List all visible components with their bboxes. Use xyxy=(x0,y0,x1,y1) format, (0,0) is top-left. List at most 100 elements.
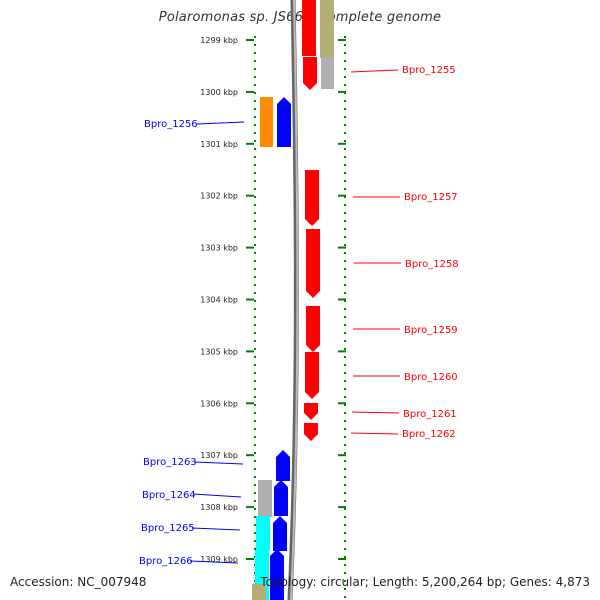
right-guide-dot xyxy=(344,532,346,534)
left-guide-dot xyxy=(254,108,256,110)
right-guide-dot xyxy=(344,260,346,262)
right-guide-dot xyxy=(344,516,346,518)
feature-block-cyan[interactable] xyxy=(256,516,270,551)
gene-leader-line xyxy=(196,121,245,125)
gene-arrow-bpro_1260[interactable] xyxy=(305,352,319,399)
left-guide-dot xyxy=(254,484,256,486)
right-guide-dot xyxy=(344,252,346,254)
left-guide-dot xyxy=(254,196,256,198)
gene-label-bpro_1257[interactable]: Bpro_1257 xyxy=(404,192,458,203)
right-guide-dot xyxy=(344,140,346,142)
right-guide-dot xyxy=(344,156,346,158)
feature-block-orange[interactable] xyxy=(260,97,273,147)
left-guide-dot xyxy=(254,68,256,70)
ruler-tick-label: 1302 kbp xyxy=(200,192,238,201)
right-guide-dot xyxy=(344,300,346,302)
right-guide-dot xyxy=(344,380,346,382)
left-guide-dot xyxy=(254,204,256,206)
gene-label-bpro_1263[interactable]: Bpro_1263 xyxy=(143,457,197,468)
gene-leader-line xyxy=(193,461,244,465)
left-guide-dot xyxy=(254,508,256,510)
left-guide-dot xyxy=(254,100,256,102)
gene-arrow-bpro_1266[interactable] xyxy=(270,549,284,600)
gene-arrow-bpro_1265[interactable] xyxy=(273,516,287,551)
left-guide-dot xyxy=(254,116,256,118)
left-guide-dot xyxy=(254,332,256,334)
left-guide-dot xyxy=(254,236,256,238)
feature-block-gray[interactable] xyxy=(321,57,334,89)
feature-block-khaki[interactable] xyxy=(320,0,334,58)
gene-arrow-bpro_1255[interactable] xyxy=(303,57,317,90)
gene-arrow-bpro_1263[interactable] xyxy=(276,450,290,481)
left-guide-dot xyxy=(254,180,256,182)
gene-label-bpro_1255[interactable]: Bpro_1255 xyxy=(402,65,456,76)
right-guide-dot xyxy=(344,444,346,446)
right-guide-dot xyxy=(344,148,346,150)
gene-arrow-bpro_1261[interactable] xyxy=(304,403,318,420)
gene-arrow-bpro_1262[interactable] xyxy=(304,423,318,441)
right-guide-dot xyxy=(344,100,346,102)
left-guide-dot xyxy=(254,348,256,350)
gene-arrow-bpro_1259[interactable] xyxy=(306,306,320,352)
left-guide-dot xyxy=(254,244,256,246)
right-guide-dot xyxy=(344,548,346,550)
right-guide-dot xyxy=(344,324,346,326)
right-guide-dot xyxy=(344,124,346,126)
right-guide-dot xyxy=(344,332,346,334)
gene-arrow-bpro_1257[interactable] xyxy=(305,170,319,226)
gene-label-bpro_1266[interactable]: Bpro_1266 xyxy=(139,556,193,567)
right-guide-dot xyxy=(344,172,346,174)
gene-label-bpro_1259[interactable]: Bpro_1259 xyxy=(404,325,458,336)
right-guide-dot xyxy=(344,364,346,366)
right-guide-dot xyxy=(344,76,346,78)
gene-leader-line xyxy=(350,432,399,435)
right-guide-dot xyxy=(344,204,346,206)
left-guide-dot xyxy=(254,516,256,518)
right-guide-dot xyxy=(344,588,346,590)
topology-info: Topology: circular; Length: 5,200,264 bp… xyxy=(260,575,590,589)
ruler-tick-label: 1306 kbp xyxy=(200,399,238,408)
left-guide-dot xyxy=(254,444,256,446)
left-guide-dot xyxy=(254,132,256,134)
feature-block-khaki[interactable] xyxy=(252,584,266,600)
right-guide-dot xyxy=(344,492,346,494)
feature-block-red[interactable] xyxy=(302,0,316,56)
gene-label-bpro_1260[interactable]: Bpro_1260 xyxy=(404,372,458,383)
right-guide-dot xyxy=(344,540,346,542)
left-guide-dot xyxy=(254,532,256,534)
gene-label-bpro_1262[interactable]: Bpro_1262 xyxy=(402,429,456,440)
right-guide-dot xyxy=(344,236,346,238)
gene-label-bpro_1258[interactable]: Bpro_1258 xyxy=(405,259,459,270)
right-guide-dot xyxy=(344,468,346,470)
right-guide-dot xyxy=(344,188,346,190)
left-guide-dot xyxy=(254,268,256,270)
right-guide-dot xyxy=(344,60,346,62)
gene-label-bpro_1261[interactable]: Bpro_1261 xyxy=(403,409,457,420)
left-guide-dot xyxy=(254,476,256,478)
left-guide-dot xyxy=(254,452,256,454)
left-guide-dot xyxy=(254,372,256,374)
left-guide-dot xyxy=(254,356,256,358)
gene-arrow-bpro_1258[interactable] xyxy=(306,229,320,298)
left-guide-dot xyxy=(254,284,256,286)
gene-arrow-bpro_1264[interactable] xyxy=(274,480,288,516)
right-guide-dot xyxy=(344,52,346,54)
gene-label-bpro_1264[interactable]: Bpro_1264 xyxy=(142,490,196,501)
left-guide-dot xyxy=(254,396,256,398)
left-guide-dot xyxy=(254,276,256,278)
right-guide-dot xyxy=(344,484,346,486)
right-guide-dot xyxy=(344,412,346,414)
feature-block-gray[interactable] xyxy=(258,480,272,517)
right-guide-dot xyxy=(344,436,346,438)
ruler-tick-label: 1304 kbp xyxy=(200,296,238,305)
right-guide-dot xyxy=(344,316,346,318)
right-guide-dot xyxy=(344,92,346,94)
right-guide-dot xyxy=(344,68,346,70)
gene-label-bpro_1265[interactable]: Bpro_1265 xyxy=(141,523,195,534)
right-guide-dot xyxy=(344,348,346,350)
gene-arrow-bpro_1256[interactable] xyxy=(277,97,291,147)
ruler-tick-label: 1309 kbp xyxy=(200,555,238,564)
gene-label-bpro_1256[interactable]: Bpro_1256 xyxy=(144,119,198,130)
right-guide-dot xyxy=(344,276,346,278)
